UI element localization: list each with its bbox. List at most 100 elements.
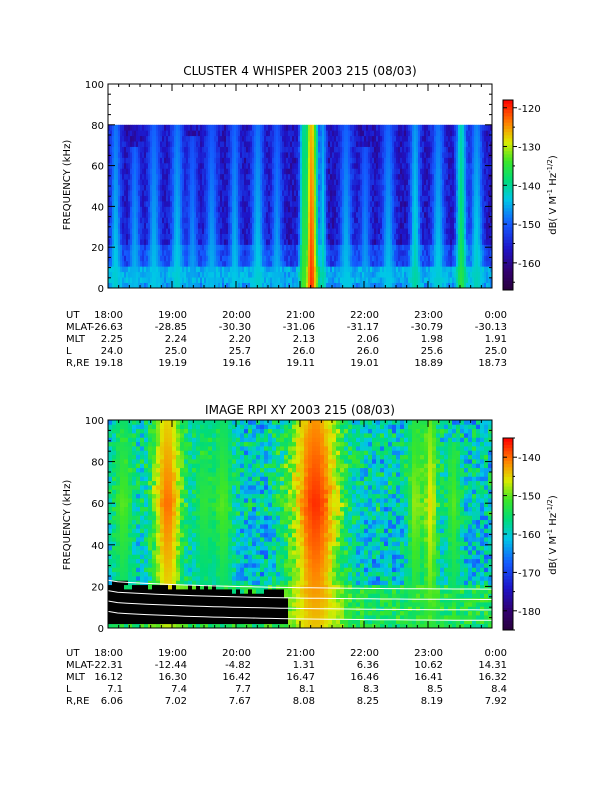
heatmap-cell [148, 152, 151, 158]
heatmap-cell [170, 200, 173, 207]
heatmap-cell [238, 130, 241, 137]
heatmap-cell [248, 239, 251, 245]
heatmap-cell [232, 206, 235, 213]
heatmap-cell [230, 271, 233, 278]
heatmap-cell [206, 217, 209, 224]
heatmap-cell [300, 200, 303, 207]
heatmap-cell [414, 244, 417, 251]
heatmap-cell [280, 217, 283, 224]
heatmap-cell [226, 228, 229, 234]
heatmap-cell [388, 146, 391, 153]
heatmap-cell [366, 249, 369, 256]
heatmap-cell [218, 255, 221, 262]
heatmap-cell [210, 141, 213, 147]
heatmap-cell [276, 255, 279, 262]
heatmap-cell [372, 179, 375, 186]
heatmap-cell [202, 244, 205, 251]
heatmap-cell [290, 168, 293, 175]
heatmap-cell [230, 135, 233, 142]
heatmap-cell [176, 277, 179, 283]
heatmap-cell [410, 217, 413, 224]
heatmap-cell [436, 266, 439, 273]
heatmap-cell [372, 282, 375, 289]
heatmap-cell [306, 195, 309, 202]
heatmap-cell [254, 266, 257, 273]
heatmap-cell [166, 168, 169, 175]
heatmap-cell [218, 135, 221, 142]
heatmap-cell [304, 206, 307, 213]
heatmap-cell [386, 239, 389, 245]
heatmap-cell [218, 217, 221, 224]
heatmap-cell [334, 141, 337, 147]
heatmap-cell [326, 228, 329, 234]
heatmap-cell [252, 266, 255, 273]
heatmap-cell [378, 271, 381, 278]
heatmap-cell [218, 271, 221, 278]
heatmap-cell [292, 244, 295, 251]
heatmap-cell [174, 217, 177, 224]
heatmap-cell [372, 222, 375, 229]
heatmap-cell [226, 277, 229, 283]
heatmap-cell [438, 271, 441, 278]
heatmap-cell [220, 282, 223, 289]
heatmap-cell [326, 271, 329, 278]
heatmap-cell [390, 239, 393, 245]
heatmap-cell [270, 152, 273, 158]
heatmap-cell [228, 277, 231, 283]
heatmap-cell [130, 130, 133, 137]
heatmap-cell [436, 282, 439, 289]
heatmap-cell [162, 124, 165, 131]
heatmap-cell [222, 130, 225, 137]
heatmap-cell [230, 152, 233, 158]
heatmap-cell [164, 260, 167, 267]
heatmap-cell [314, 135, 317, 142]
heatmap-cell [404, 162, 407, 169]
heatmap-cell [358, 255, 361, 262]
heatmap-cell [374, 282, 377, 289]
heatmap-cell [422, 233, 425, 240]
heatmap-cell [218, 190, 221, 196]
heatmap-cell [150, 282, 153, 289]
heatmap-cell [224, 168, 227, 175]
heatmap-cell [398, 211, 401, 218]
heatmap-cell [274, 146, 277, 153]
heatmap-cell [318, 179, 321, 186]
heatmap-cell [356, 239, 359, 245]
heatmap-cell [412, 179, 415, 186]
heatmap-cell [282, 168, 285, 175]
heatmap-cell [294, 179, 297, 186]
heatmap-cell [232, 124, 235, 131]
heatmap-cell [292, 141, 295, 147]
heatmap-cell [336, 152, 339, 158]
heatmap-cell [364, 266, 367, 273]
heatmap-cell [380, 239, 383, 245]
heatmap-cell [318, 228, 321, 234]
heatmap-cell [206, 124, 209, 131]
heatmap-cell [186, 260, 189, 267]
heatmap-cell [138, 135, 141, 142]
heatmap-cell [130, 146, 133, 153]
heatmap-cell [128, 200, 131, 207]
heatmap-cell [392, 135, 395, 142]
heatmap-cell [184, 146, 187, 153]
heatmap-cell [138, 244, 141, 251]
heatmap-cell [228, 282, 231, 289]
heatmap-cell [234, 282, 237, 289]
heatmap-cell [294, 233, 297, 240]
heatmap-cell [432, 271, 435, 278]
heatmap-cell [310, 271, 313, 278]
heatmap-cell [408, 282, 411, 289]
heatmap-cell [240, 200, 243, 207]
heatmap-cell [314, 233, 317, 240]
heatmap-cell [378, 211, 381, 218]
heatmap-cell [130, 135, 133, 142]
heatmap-cell [228, 173, 231, 180]
heatmap-cell [388, 135, 391, 142]
heatmap-cell [310, 152, 313, 158]
heatmap-cell [330, 266, 333, 273]
heatmap-cell [240, 179, 243, 186]
heatmap-cell [178, 222, 181, 229]
heatmap-cell [352, 211, 355, 218]
heatmap-cell [150, 179, 153, 186]
heatmap-cell [168, 141, 171, 147]
